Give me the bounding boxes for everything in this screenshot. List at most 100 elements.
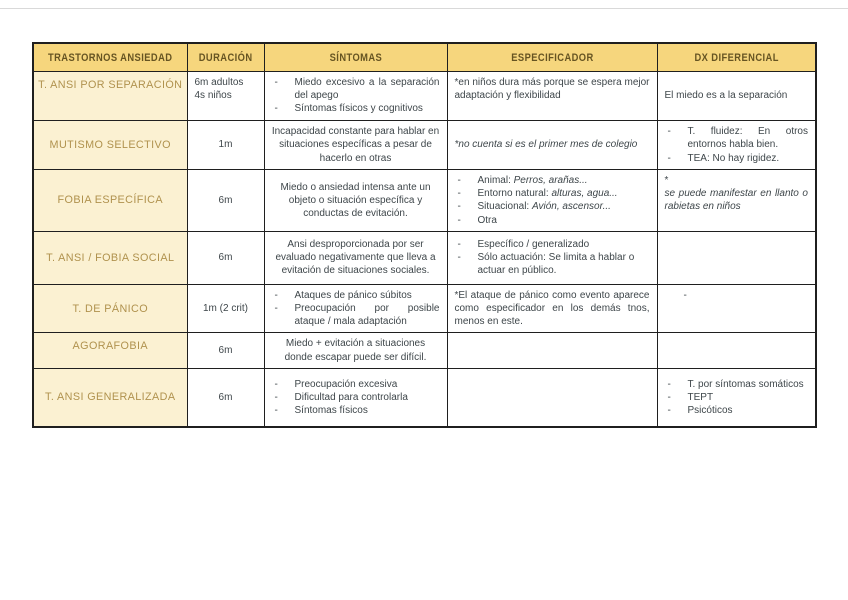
cell-text: 6m [218, 391, 233, 403]
agorafobia-duracion-cell: 6m [186, 332, 265, 369]
bullet-dash: - [274, 302, 278, 314]
bullet-item: - T. fluidez: En otros entornos habla bie… [665, 125, 809, 151]
cell-text-block: *en niños dura más porque se espera mejo… [455, 76, 650, 102]
t-ansi-generalizada-especificador-cell [446, 367, 658, 428]
cell-text: se puede manifestar en llanto o rabietas… [664, 188, 809, 213]
bullet-item: - Psicóticos [665, 404, 809, 417]
bullet-dash: - [274, 103, 278, 115]
column-header-label: ESPECIFICADOR [510, 51, 594, 64]
cell-text: Miedo + evitación a situaciones donde es… [284, 338, 427, 363]
bullet-text: Dificultad para controlarla [295, 391, 440, 404]
cell-text-block: *no cuenta si es el primer mes de colegi… [455, 138, 650, 151]
fobia-especifica-sintomas-cell: Miedo o ansiedad intensa ante un objeto … [263, 169, 448, 232]
cell-text-block: 6m [195, 194, 257, 207]
bullet-text: Específico / generalizado [478, 238, 650, 251]
cell-text: 1m [218, 139, 233, 151]
cell-text-block: *El ataque de pánico como evento aparece… [455, 289, 650, 329]
t-ansi-fobia-social-duracion-cell: 6m [186, 230, 265, 285]
column-header-duracion: DURACIÓN [186, 42, 265, 72]
disorder-label-agorafobia: AGORAFOBIA [32, 332, 188, 369]
page-top-rule [0, 8, 848, 9]
bullet-item: - Específico / generalizado [455, 238, 650, 251]
disorder-label-t-ansi-generalizada: T. ANSI GENERALIZADA [32, 367, 188, 428]
cell-text: 6m [218, 194, 233, 206]
cell-text-block: 6m adultos 4s niños [195, 76, 257, 102]
table-header-row: TRASTORNOS ANSIEDAD DURACIÓN SÍNTOMAS ESPEC… [32, 42, 817, 72]
t-ansi-por-separacion-dx-cell: El miedo es a la separación [656, 71, 817, 121]
cell-text: 6m [218, 344, 233, 356]
bullet-item: - Otra [455, 214, 650, 227]
t-ansi-fobia-social-dx-cell [656, 230, 817, 285]
column-header-label: TRASTORNOS ANSIEDAD [48, 51, 173, 64]
disorder-label-t-de-panico: T. DE PÁNICO [32, 283, 188, 334]
bullet-dash: - [667, 152, 671, 164]
bullet-dash: - [457, 214, 461, 226]
table-row-mutismo-selectivo: MUTISMO SELECTIVO 1m Incapacidad constante… [32, 120, 817, 170]
fobia-especifica-dx-cell: * se puede manifestar en llanto o rabiet… [656, 169, 817, 232]
bullet-item: - Situacional: Avión, ascensor... [455, 200, 650, 213]
cell-text-block: Incapacidad constante para hablar en sit… [272, 125, 440, 165]
cell-text: Incapacidad constante para hablar en sit… [271, 126, 440, 164]
fobia-especifica-especificador-cell: - Animal: Perros, arañas... - Entorno natur… [446, 169, 658, 232]
table-row-t-ansi-por-separacion: T. ANSI POR SEPARACIÓN 6m adultos 4s niño… [32, 71, 817, 121]
t-de-panico-duracion-cell: 1m (2 crit) [186, 283, 265, 334]
cell-text: 1m (2 crit) [203, 302, 248, 314]
bullet-dash: - [274, 77, 278, 88]
agorafobia-sintomas-cell: Miedo + evitación a situaciones donde es… [263, 332, 448, 369]
cell-text: Psicóticos [687, 405, 733, 417]
t-ansi-generalizada-duracion-cell: 6m [186, 367, 265, 428]
disorder-label-t-ansi-fobia-social: T. ANSI / FOBIA SOCIAL [32, 230, 188, 285]
bullet-text: Situacional: Avión, ascensor... [478, 200, 650, 213]
cell-text: Perros, arañas... [513, 175, 588, 186]
mutismo-selectivo-sintomas-cell: Incapacidad constante para hablar en sit… [263, 120, 448, 170]
agorafobia-dx-cell [656, 332, 817, 369]
bullet-item: - Entorno natural: alturas, agua... [455, 187, 650, 200]
bullet-text: Preocupación por posible ataque / mala a… [295, 302, 440, 328]
bullet-text: Miedo excesivo a la separación del apego [295, 76, 440, 102]
bullet-item: - Preocupación por posible ataque / mala … [272, 302, 440, 328]
bullet-text: Preocupación excesiva [295, 378, 440, 391]
cell-text: Ansi desproporcionada por ser evaluado n… [275, 238, 436, 277]
cell-text: El miedo es a la separación [664, 90, 788, 102]
t-ansi-generalizada-dx-cell: - T. por síntomas somáticos - TEPT - Psicótic… [656, 367, 817, 428]
anxiety-disorders-table: TRASTORNOS ANSIEDAD DURACIÓN SÍNTOMAS ESPEC… [32, 42, 817, 429]
bullet-text: Entorno natural: alturas, agua... [478, 187, 650, 200]
bullet-dash: - [457, 252, 461, 264]
bullet-dash: - [274, 289, 278, 301]
cell-text-block: 6m [195, 251, 257, 264]
bullet-item: - Síntomas físicos [272, 404, 440, 417]
cell-text: TEA: No hay rigidez. [687, 152, 780, 164]
cell-text-block: 1m [195, 138, 257, 151]
bullet-dash: - [667, 405, 671, 417]
bullet-item: - Síntomas físicos y cognitivos [272, 102, 440, 115]
cell-text: *en niños dura más porque se espera mejo… [454, 77, 650, 102]
t-ansi-por-separacion-sintomas-cell: - Miedo excesivo a la separación del apeg… [263, 71, 448, 121]
bullet-item: - Preocupación excesiva [272, 378, 440, 391]
table-row-t-ansi-generalizada: T. ANSI GENERALIZADA 6m - Preocupación exce… [32, 367, 817, 428]
bullet-text: Síntomas físicos [295, 404, 440, 417]
table-row-t-de-panico: T. DE PÁNICO 1m (2 crit) - Ataques de pánic… [32, 283, 817, 334]
t-ansi-por-separacion-especificador-cell: *en niños dura más porque se espera mejo… [446, 71, 658, 121]
cell-text: Animal: [477, 175, 514, 186]
bullet-text: TEA: No hay rigidez. [688, 152, 809, 165]
cell-text: Entorno natural: [477, 188, 552, 200]
cell-text: alturas, agua... [551, 188, 618, 200]
bullet-item: - Ataques de pánico súbitos [272, 289, 440, 302]
cell-text-block: Miedo + evitación a situaciones donde es… [272, 337, 440, 363]
bullet-dash: - [457, 188, 461, 200]
disorder-label-mutismo-selectivo: MUTISMO SELECTIVO [32, 120, 188, 170]
cell-text: TEPT [687, 391, 714, 403]
cell-text: *El ataque de pánico como evento aparece… [454, 289, 650, 328]
cell-text: T. fluidez: En otros entornos habla bien… [687, 126, 809, 151]
bullet-dash: - [667, 391, 671, 403]
cell-text: Miedo o ansiedad intensa ante un objeto … [280, 181, 431, 219]
cell-text: Preocupación por posible ataque / mala a… [294, 302, 440, 328]
cell-text: Ataques de pánico súbitos [294, 289, 412, 301]
t-ansi-fobia-social-especificador-cell: - Específico / generalizado - Sólo actuació… [446, 230, 658, 285]
column-header-dx: DX DIFERENCIAL [656, 42, 817, 72]
cell-text-block: Ansi desproporcionada por ser evaluado n… [272, 238, 440, 278]
bullet-text: Animal: Perros, arañas... [478, 174, 650, 187]
bullet-item: - Sólo actuación: Se limita a hablar o ac… [455, 251, 650, 277]
cell-text: 6m adultos 4s niños [194, 77, 244, 102]
bullet-text: Psicóticos [688, 404, 809, 417]
